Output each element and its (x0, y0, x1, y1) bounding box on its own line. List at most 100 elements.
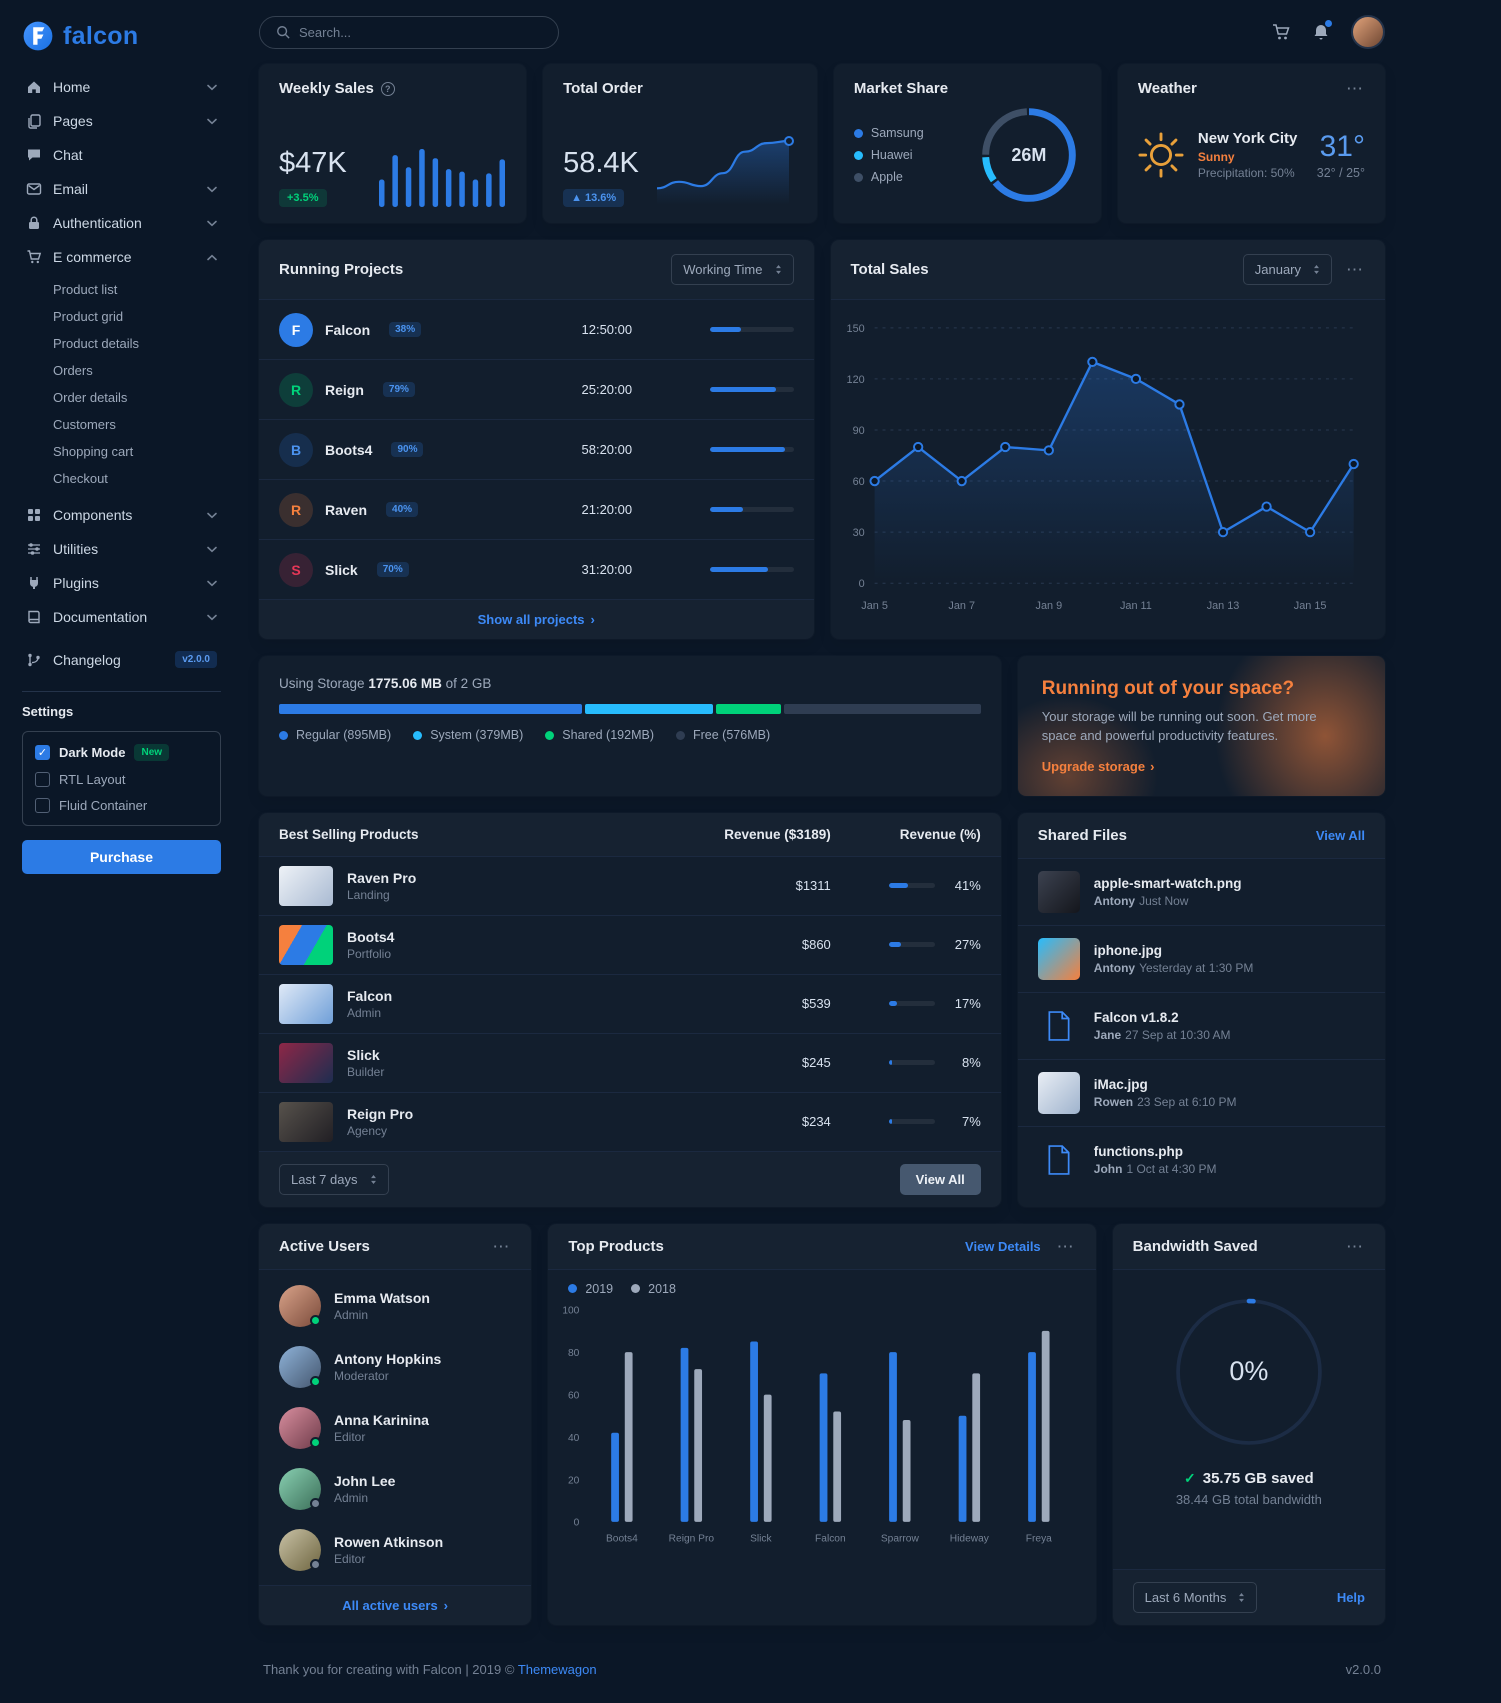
fluid-checkbox[interactable] (35, 798, 50, 813)
rtl-layout-toggle[interactable]: RTL Layout (35, 772, 208, 787)
sidebar-item-checkout[interactable]: Checkout (53, 471, 108, 486)
product-row[interactable]: Raven Pro Landing $1311 41% (259, 855, 1001, 915)
user-row[interactable]: Rowen Atkinson Editor (259, 1520, 531, 1581)
new-badge: New (134, 744, 170, 761)
month-select[interactable]: January (1242, 254, 1332, 285)
project-avatar: R (279, 372, 313, 407)
view-all-button[interactable]: View All (899, 1163, 981, 1195)
working-time-select[interactable]: Working Time (671, 254, 794, 285)
sidebar-item-home[interactable]: Home (22, 70, 221, 104)
ecommerce-subnav: Product list Product grid Product detail… (22, 274, 221, 498)
code-branch-icon (26, 652, 42, 668)
legend-dot (853, 150, 863, 160)
sidebar-item-product-details[interactable]: Product details (53, 336, 139, 351)
chevron-down-icon (207, 118, 217, 125)
fluid-container-toggle[interactable]: Fluid Container (35, 798, 208, 813)
plug-icon (26, 575, 42, 591)
sidebar-item-orders[interactable]: Orders (53, 363, 93, 378)
help-link[interactable]: Help (1336, 1589, 1365, 1605)
project-row[interactable]: R Reign 79% 25:20:00 (259, 359, 814, 419)
chevron-down-icon (207, 220, 217, 227)
chevron-down-icon (207, 512, 217, 519)
all-active-users-link[interactable]: All active users › (342, 1597, 449, 1613)
sidebar-item-plugins[interactable]: Plugins (22, 566, 221, 600)
file-row[interactable]: functions.php John 1 Oct at 4:30 PM (1017, 1125, 1385, 1193)
user-row[interactable]: Anna Karinina Editor (259, 1398, 531, 1459)
dark-mode-checkbox[interactable] (35, 745, 50, 760)
more-menu-icon[interactable]: ⋯ (1346, 79, 1365, 98)
product-row[interactable]: Reign Pro Agency $234 7% (259, 1091, 1001, 1151)
sidebar-item-label: Utilities (53, 541, 99, 557)
rtl-checkbox[interactable] (35, 772, 50, 787)
weather-city: New York City (1197, 130, 1298, 147)
sidebar-item-order-details[interactable]: Order details (53, 390, 128, 405)
shared-files-title: Shared Files (1037, 826, 1127, 844)
file-row[interactable]: Falcon v1.8.2 Jane 27 Sep at 10:30 AM (1017, 991, 1385, 1059)
project-row[interactable]: F Falcon 38% 12:50:00 (259, 300, 814, 359)
chat-icon (26, 147, 42, 163)
storage-usage-text: Using Storage 1775.06 MB of 2 GB (279, 676, 492, 691)
sidebar-item-chat[interactable]: Chat (22, 138, 221, 172)
product-row[interactable]: Falcon Admin $539 17% (259, 973, 1001, 1033)
more-menu-icon[interactable]: ⋯ (492, 1236, 512, 1256)
file-row[interactable]: apple-smart-watch.png Antony Just Now (1018, 859, 1385, 925)
sidebar-item-authentication[interactable]: Authentication (22, 206, 221, 240)
sidebar-item-product-list[interactable]: Product list (53, 282, 118, 297)
chevron-down-icon (207, 546, 217, 553)
revenue-percent: 27% (954, 937, 981, 953)
sidebar-item-product-grid[interactable]: Product grid (53, 309, 124, 324)
legend-dot (676, 730, 685, 740)
dark-mode-toggle[interactable]: Dark Mode New (35, 744, 208, 761)
legend-item: Apple (853, 170, 924, 184)
project-row[interactable]: B Boots4 90% 58:20:00 (259, 419, 814, 479)
project-time: 21:20:00 (581, 502, 633, 517)
file-row[interactable]: iMac.jpg Rowen 23 Sep at 6:10 PM (1017, 1058, 1385, 1126)
project-avatar: F (279, 312, 313, 347)
product-row[interactable]: Boots4 Portfolio $860 27% (259, 914, 1001, 974)
sidebar-item-shopping-cart[interactable]: Shopping cart (53, 444, 134, 459)
cart-icon (26, 249, 42, 265)
sidebar-item-documentation[interactable]: Documentation (22, 600, 221, 634)
sidebar-item-email[interactable]: Email (22, 172, 221, 206)
more-menu-icon[interactable]: ⋯ (1346, 260, 1365, 279)
last-7-days-select[interactable]: Last 7 days (279, 1163, 389, 1195)
sidebar-item-utilities[interactable]: Utilities (22, 532, 221, 566)
upgrade-storage-link[interactable]: Upgrade storage › (1041, 758, 1155, 774)
chevron-down-icon (207, 186, 217, 193)
view-details-link[interactable]: View Details (965, 1238, 1041, 1254)
sidebar-item-pages[interactable]: Pages (22, 104, 221, 138)
svg-text:60: 60 (568, 1390, 580, 1401)
product-row[interactable]: Slick Builder $245 8% (259, 1032, 1001, 1092)
user-row[interactable]: Antony Hopkins Moderator (259, 1337, 531, 1398)
notifications-bell-icon[interactable] (1311, 20, 1332, 42)
legend-dot (545, 730, 555, 740)
shared-files-view-all-link[interactable]: View All (1315, 827, 1365, 843)
sidebar-item-changelog[interactable]: Changelog v2.0.0 (22, 642, 221, 677)
project-row[interactable]: R Raven 40% 21:20:00 (259, 479, 814, 539)
sidebar-item-components[interactable]: Components (22, 498, 221, 532)
file-thumbnail (1037, 870, 1080, 913)
search-box[interactable] (259, 15, 559, 49)
brand-logo[interactable]: falcon (22, 14, 221, 70)
themewagon-link[interactable]: Themewagon (517, 1661, 597, 1677)
more-menu-icon[interactable]: ⋯ (1056, 1236, 1076, 1256)
sidebar-item-label: Components (53, 507, 133, 523)
file-row[interactable]: iphone.jpg Antony Yesterday at 1:30 PM (1017, 924, 1385, 992)
last-6-months-select[interactable]: Last 6 Months (1132, 1581, 1258, 1613)
falcon-logo-icon (22, 20, 54, 52)
purchase-button[interactable]: Purchase (22, 840, 221, 874)
user-row[interactable]: Emma Watson Admin (259, 1276, 531, 1337)
sidebar-item-label: Home (53, 79, 91, 95)
sidebar-item-customers[interactable]: Customers (53, 417, 116, 432)
email-icon (26, 181, 42, 197)
sidebar-item-label: Chat (53, 147, 83, 163)
shopping-cart-icon[interactable] (1271, 22, 1291, 42)
help-icon[interactable]: ? (380, 81, 395, 96)
show-all-projects-link[interactable]: Show all projects › (477, 612, 595, 627)
user-avatar[interactable] (1351, 15, 1385, 49)
project-row[interactable]: S Slick 70% 31:20:00 (259, 539, 814, 599)
user-row[interactable]: John Lee Admin (259, 1459, 531, 1520)
sidebar-item-ecommerce[interactable]: E commerce (22, 240, 221, 274)
search-input[interactable] (299, 24, 542, 40)
more-menu-icon[interactable]: ⋯ (1345, 1236, 1365, 1256)
